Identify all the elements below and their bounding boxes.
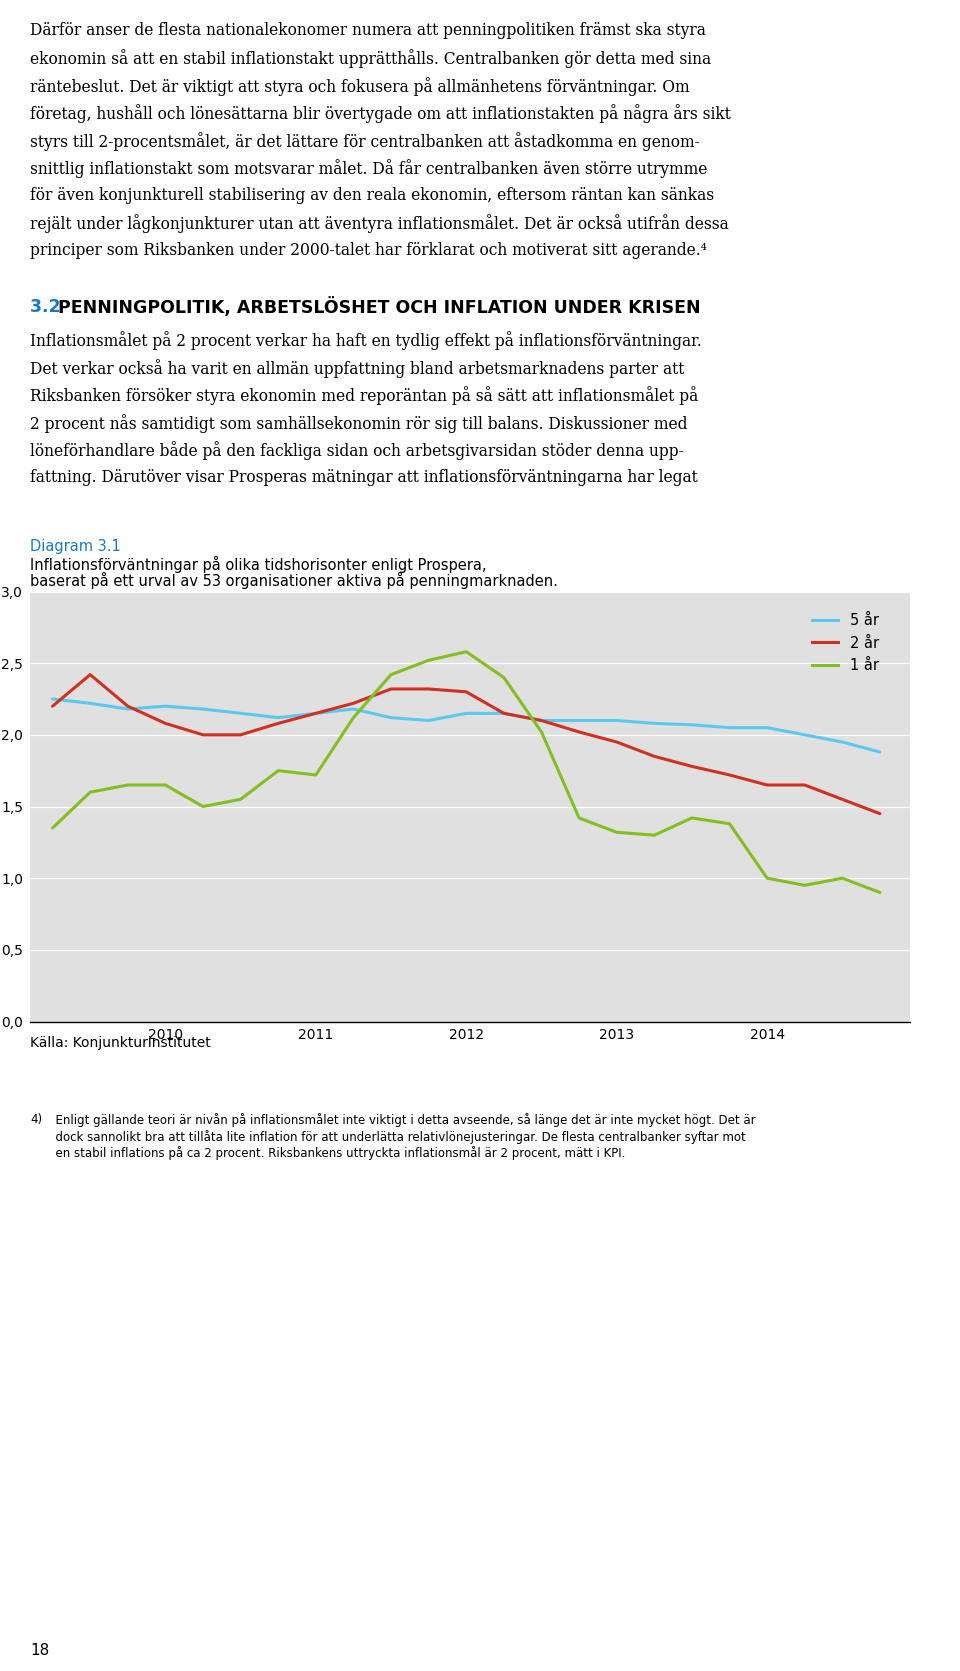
Text: Enligt gällande teori är nivån på inflationsmålet inte viktigt i detta avseende,: Enligt gällande teori är nivån på inflat… [48, 1113, 756, 1160]
Text: för även konjunkturell stabilisering av den reala ekonomin, eftersom räntan kan : för även konjunkturell stabilisering av … [30, 187, 714, 204]
Text: Inflationsmålet på 2 procent verkar ha haft en tydlig effekt på inflationsförvän: Inflationsmålet på 2 procent verkar ha h… [30, 331, 702, 351]
Legend: 5 år, 2 år, 1 år: 5 år, 2 år, 1 år [806, 607, 885, 678]
Text: företag, hushåll och lönesättarna blir övertygade om att inflationstakten på någ: företag, hushåll och lönesättarna blir ö… [30, 105, 731, 124]
Text: Det verkar också ha varit en allmän uppfattning bland arbetsmarknadens parter at: Det verkar också ha varit en allmän uppf… [30, 359, 684, 378]
Text: PENNINGPOLITIK, ARBETSLÖSHET OCH INFLATION UNDER KRISEN: PENNINGPOLITIK, ARBETSLÖSHET OCH INFLATI… [58, 297, 701, 317]
Text: Riksbanken försöker styra ekonomin med reporäntan på så sätt att inflationsmålet: Riksbanken försöker styra ekonomin med r… [30, 386, 698, 406]
Text: principer som Riksbanken under 2000-talet har förklarat och motiverat sitt agera: principer som Riksbanken under 2000-tale… [30, 242, 707, 259]
Text: Källa: Konjunkturinstitutet: Källa: Konjunkturinstitutet [30, 1036, 211, 1049]
Text: 3.2: 3.2 [30, 297, 66, 316]
Text: Därför anser de flesta nationalekonomer numera att penningpolitiken främst ska s: Därför anser de flesta nationalekonomer … [30, 22, 706, 38]
Text: 18: 18 [30, 1643, 49, 1658]
Text: styrs till 2-procentsmålet, är det lättare för centralbanken att åstadkomma en g: styrs till 2-procentsmålet, är det lätta… [30, 132, 700, 150]
Text: Diagram 3.1: Diagram 3.1 [30, 538, 121, 553]
Text: Inflationsförväntningar på olika tidshorisonter enligt Prospera,: Inflationsförväntningar på olika tidshor… [30, 555, 487, 573]
Text: fattning. Därutöver visar Prosperas mätningar att inflationsförväntningarna har : fattning. Därutöver visar Prosperas mätn… [30, 470, 698, 486]
Text: snittlig inflationstakt som motsvarar målet. Då får centralbanken även större ut: snittlig inflationstakt som motsvarar må… [30, 159, 708, 179]
Text: rejält under lågkonjunkturer utan att äventyra inflationsmålet. Det är också uti: rejält under lågkonjunkturer utan att äv… [30, 214, 729, 234]
Text: räntebeslut. Det är viktigt att styra och fokusera på allmänhetens förväntningar: räntebeslut. Det är viktigt att styra oc… [30, 77, 689, 95]
Text: 2 procent nås samtidigt som samhällsekonomin rör sig till balans. Diskussioner m: 2 procent nås samtidigt som samhällsekon… [30, 414, 687, 433]
Text: löneförhandlare både på den fackliga sidan och arbetsgivarsidan stöder denna upp: löneförhandlare både på den fackliga sid… [30, 441, 684, 461]
Text: ekonomin så att en stabil inflationstakt upprätthålls. Centralbanken gör detta m: ekonomin så att en stabil inflationstakt… [30, 50, 711, 69]
Text: 4): 4) [30, 1113, 42, 1126]
Text: baserat på ett urval av 53 organisationer aktiva på penningmarknaden.: baserat på ett urval av 53 organisatione… [30, 571, 558, 588]
